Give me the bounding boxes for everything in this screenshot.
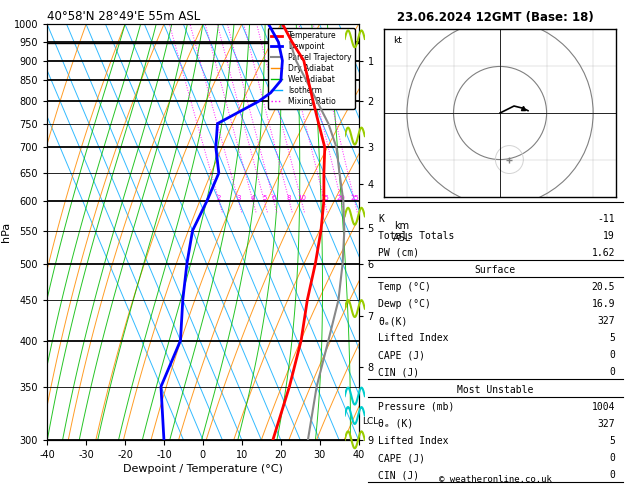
Text: Pressure (mb): Pressure (mb): [378, 402, 455, 412]
Legend: Temperature, Dewpoint, Parcel Trajectory, Dry Adiabat, Wet Adiabat, Isotherm, Mi: Temperature, Dewpoint, Parcel Trajectory…: [267, 28, 355, 109]
Text: 10: 10: [297, 194, 306, 201]
Text: 20: 20: [337, 194, 345, 201]
Text: -11: -11: [598, 214, 615, 224]
Text: LCL: LCL: [362, 417, 378, 426]
Text: 5: 5: [610, 436, 615, 446]
Text: K: K: [378, 214, 384, 224]
Text: Temp (°C): Temp (°C): [378, 282, 431, 292]
Text: 8: 8: [287, 194, 291, 201]
Y-axis label: hPa: hPa: [1, 222, 11, 242]
Text: 2: 2: [217, 194, 221, 201]
Text: 23.06.2024 12GMT (Base: 18): 23.06.2024 12GMT (Base: 18): [397, 11, 594, 24]
Text: Most Unstable: Most Unstable: [457, 385, 533, 395]
Text: 20.5: 20.5: [591, 282, 615, 292]
Text: 0: 0: [610, 470, 615, 480]
Text: 0: 0: [610, 367, 615, 378]
Text: 25: 25: [350, 194, 359, 201]
Text: 327: 327: [598, 316, 615, 327]
Text: 5: 5: [262, 194, 267, 201]
Y-axis label: km
ASL: km ASL: [392, 221, 411, 243]
Text: Surface: Surface: [475, 265, 516, 275]
Text: 3: 3: [237, 194, 241, 201]
Text: CIN (J): CIN (J): [378, 367, 420, 378]
Text: PW (cm): PW (cm): [378, 248, 420, 258]
Text: CAPE (J): CAPE (J): [378, 453, 425, 463]
Text: Lifted Index: Lifted Index: [378, 333, 448, 344]
Text: 6: 6: [272, 194, 276, 201]
Text: 0: 0: [610, 350, 615, 361]
Text: 19: 19: [603, 231, 615, 241]
Text: Lifted Index: Lifted Index: [378, 436, 448, 446]
Text: 15: 15: [320, 194, 329, 201]
Text: Totals Totals: Totals Totals: [378, 231, 455, 241]
Text: 0: 0: [610, 453, 615, 463]
Text: Dewp (°C): Dewp (°C): [378, 299, 431, 309]
Text: CAPE (J): CAPE (J): [378, 350, 425, 361]
Text: 1004: 1004: [591, 402, 615, 412]
Text: 4: 4: [250, 194, 255, 201]
Text: © weatheronline.co.uk: © weatheronline.co.uk: [439, 474, 552, 484]
Text: θₑ(K): θₑ(K): [378, 316, 408, 327]
Text: 5: 5: [610, 333, 615, 344]
Text: 40°58'N 28°49'E 55m ASL: 40°58'N 28°49'E 55m ASL: [47, 10, 201, 23]
Text: 1.62: 1.62: [591, 248, 615, 258]
Text: kt: kt: [393, 36, 402, 45]
X-axis label: Dewpoint / Temperature (°C): Dewpoint / Temperature (°C): [123, 464, 283, 474]
Text: 16.9: 16.9: [591, 299, 615, 309]
Text: θₑ (K): θₑ (K): [378, 419, 413, 429]
Text: CIN (J): CIN (J): [378, 470, 420, 480]
Text: 327: 327: [598, 419, 615, 429]
